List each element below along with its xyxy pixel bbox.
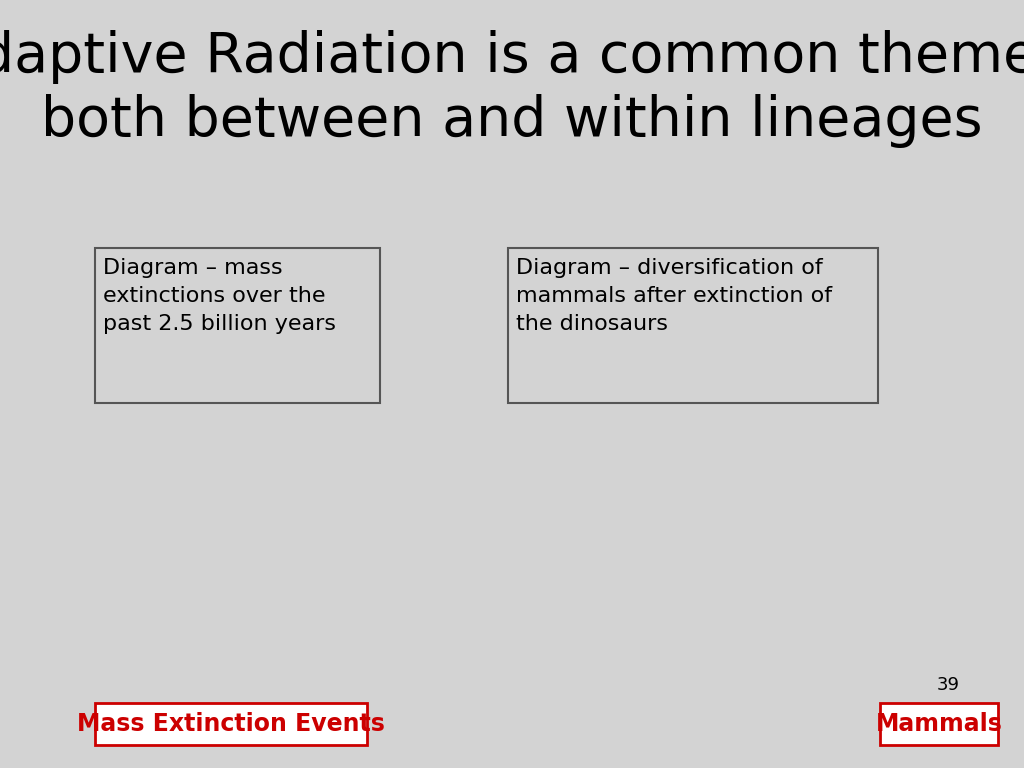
FancyBboxPatch shape: [95, 248, 380, 403]
Text: Diagram – mass
extinctions over the
past 2.5 billion years: Diagram – mass extinctions over the past…: [103, 258, 336, 334]
Text: Diagram – diversification of
mammals after extinction of
the dinosaurs: Diagram – diversification of mammals aft…: [516, 258, 833, 334]
Text: 39: 39: [937, 676, 959, 694]
FancyBboxPatch shape: [95, 703, 367, 745]
Text: Adaptive Radiation is a common theme –
both between and within lineages: Adaptive Radiation is a common theme – b…: [0, 30, 1024, 148]
Text: Mass Extinction Events: Mass Extinction Events: [77, 712, 385, 736]
FancyBboxPatch shape: [880, 703, 998, 745]
FancyBboxPatch shape: [508, 248, 878, 403]
Text: Mammals: Mammals: [876, 712, 1002, 736]
